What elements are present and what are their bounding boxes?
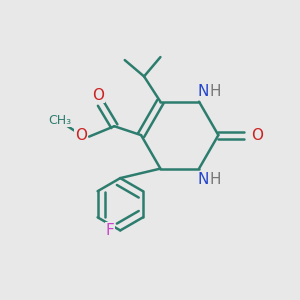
Text: N: N <box>198 172 209 187</box>
Text: H: H <box>210 172 221 187</box>
Text: O: O <box>75 128 87 142</box>
Text: N: N <box>198 84 209 99</box>
Text: H: H <box>210 84 221 99</box>
Text: O: O <box>251 128 263 142</box>
Text: CH₃: CH₃ <box>48 114 71 127</box>
Text: F: F <box>106 223 114 238</box>
Text: O: O <box>92 88 104 103</box>
